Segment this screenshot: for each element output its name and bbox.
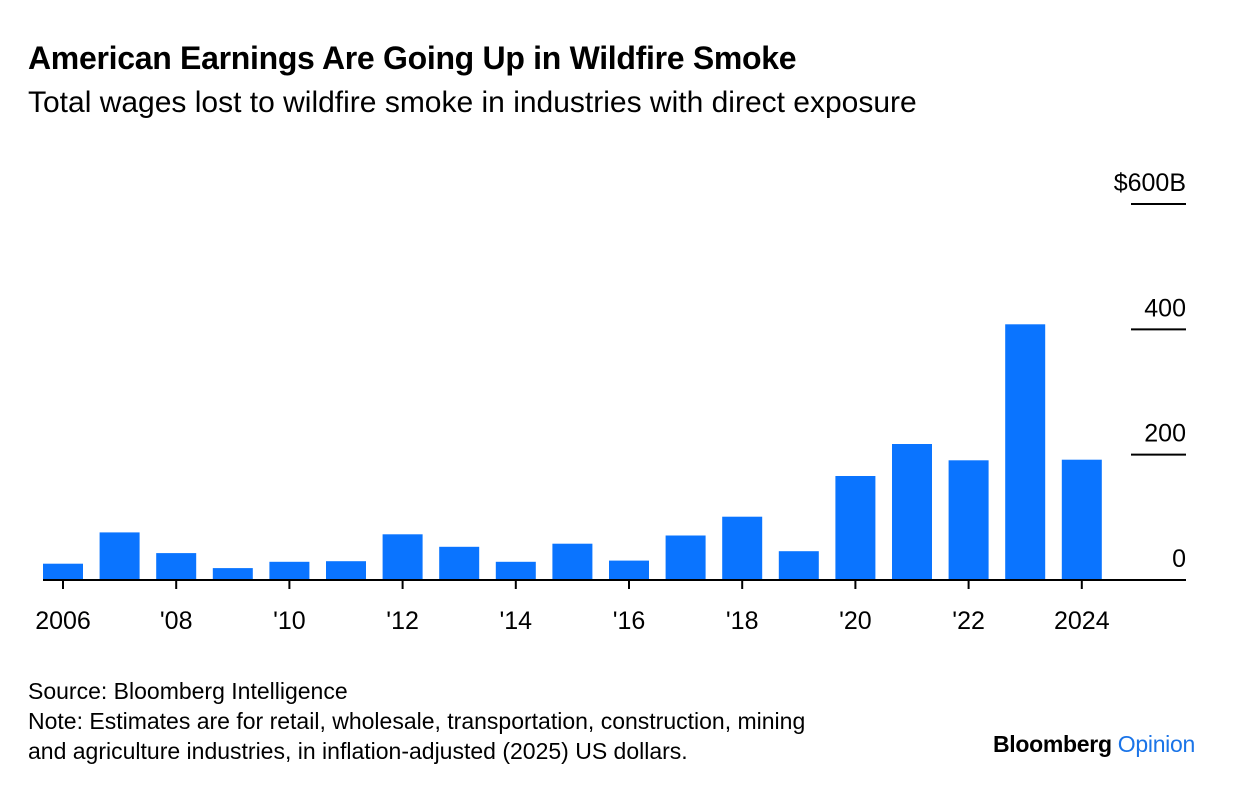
bar-2020 <box>835 476 876 580</box>
bar-2007 <box>99 532 140 580</box>
y-tick-label-600: $600B <box>1114 169 1186 197</box>
brand-section: Opinion <box>1117 731 1195 757</box>
chart-title: American Earnings Are Going Up in Wildfi… <box>28 40 797 76</box>
bar-2009 <box>212 568 253 580</box>
bar-chart: 2006 '08 '10 '12 '14 '16 '18 '20 '22 2024 0 200 400 $… <box>35 169 1186 635</box>
footer: Source: Bloomberg Intelligence Note: Est… <box>28 676 805 766</box>
x-tick-label-2020: '20 <box>839 607 872 635</box>
bar-2019 <box>778 551 819 580</box>
x-tick-label-2022: '22 <box>952 607 985 635</box>
bar-2014 <box>495 561 536 580</box>
bar-2015 <box>552 543 593 580</box>
bar-2016 <box>609 560 649 580</box>
source-note: Source: Bloomberg Intelligence <box>28 678 348 704</box>
x-tick-label-2018: '18 <box>726 607 759 635</box>
bar-2024 <box>1061 459 1102 580</box>
bar-2018 <box>722 516 763 580</box>
chart-subtitle: Total wages lost to wildfire smoke in in… <box>28 86 917 119</box>
x-tick-label-2014: '14 <box>500 607 533 635</box>
bar-2006 <box>43 563 83 580</box>
note-line-2: and agriculture industries, in inflation… <box>28 738 688 764</box>
bar-2023 <box>1005 324 1046 580</box>
bar-2013 <box>439 546 480 580</box>
brand-logo: Bloomberg Opinion <box>993 731 1195 758</box>
bar-2017 <box>665 535 706 580</box>
x-tick-label-2008: '08 <box>160 607 193 635</box>
y-tick-label-200: 200 <box>1144 420 1186 448</box>
bar-2022 <box>948 460 989 580</box>
bar-2021 <box>892 444 932 580</box>
bar-2011 <box>326 561 366 580</box>
y-tick-label-0: 0 <box>1172 545 1186 573</box>
bar-2010 <box>269 561 310 580</box>
y-tick-label-400: 400 <box>1144 294 1186 322</box>
bar-2012 <box>382 534 423 580</box>
x-tick-label-2010: '10 <box>273 607 306 635</box>
brand-name: Bloomberg <box>993 731 1112 757</box>
x-tick-label-2016: '16 <box>613 607 646 635</box>
x-tick-label-2006: 2006 <box>35 607 91 635</box>
bar-2008 <box>156 553 197 580</box>
x-tick-label-2024: 2024 <box>1054 607 1110 635</box>
note-line-1: Note: Estimates are for retail, wholesal… <box>28 708 806 734</box>
x-tick-label-2012: '12 <box>386 607 419 635</box>
